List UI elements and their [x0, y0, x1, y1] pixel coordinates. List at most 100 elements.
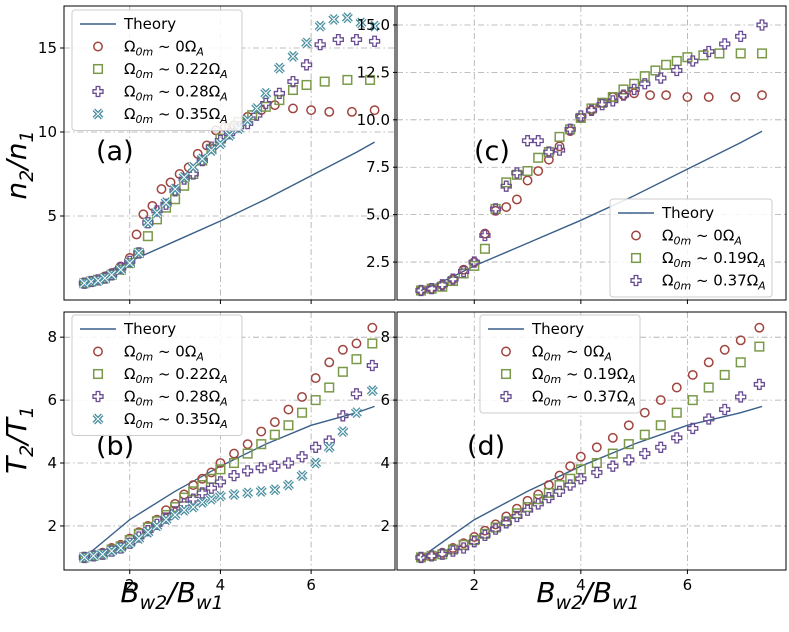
data-point-highlight — [134, 533, 144, 544]
data-point — [301, 79, 312, 91]
theory-line--b- — [83, 405, 375, 558]
panel-label--c-: (c) — [474, 136, 510, 167]
data-point — [319, 76, 330, 87]
legend-label: Ω0m ~ 0.28ΩA — [124, 388, 228, 409]
data-point-highlight — [170, 184, 180, 194]
panel-label--a-: (a) — [96, 136, 134, 167]
series--d--2 — [415, 378, 766, 564]
data-point — [511, 510, 523, 523]
plot-frame--b- — [63, 311, 396, 571]
data-point — [543, 154, 554, 165]
legend-marker-highlight — [93, 414, 103, 424]
data-point — [469, 260, 480, 271]
legend-marker — [631, 230, 641, 241]
data-point — [591, 442, 602, 453]
data-point — [205, 482, 218, 494]
data-point — [682, 92, 693, 102]
data-point — [532, 135, 544, 147]
data-point-highlight — [315, 21, 325, 31]
y-tick-label: 7.5 — [366, 158, 390, 176]
data-point — [719, 38, 731, 50]
data-point — [283, 404, 294, 415]
data-point — [197, 479, 208, 491]
data-point — [468, 256, 480, 268]
data-point-highlight — [338, 427, 348, 437]
legend-label: Ω0m ~ 0ΩA — [532, 343, 612, 364]
data-point-highlight — [152, 208, 162, 218]
data-point — [436, 279, 448, 291]
data-point — [479, 243, 490, 254]
legend-label: Ω0m ~ 0.37ΩA — [532, 388, 636, 409]
x-axis-label-left: Bw2/Bw1 — [120, 576, 223, 614]
data-point-highlight — [243, 488, 253, 498]
legend-marker — [501, 346, 511, 357]
legend-label: Ω0m ~ 0.22ΩA — [124, 365, 228, 386]
data-point — [288, 103, 298, 114]
data-point — [214, 476, 227, 488]
data-point — [500, 180, 512, 192]
data-point-highlight — [367, 386, 377, 396]
data-point — [346, 106, 357, 117]
data-point-highlight — [261, 88, 271, 98]
data-point-highlight — [79, 278, 89, 288]
data-point — [629, 88, 640, 99]
legend-label: Ω0m ~ 0.19ΩA — [662, 249, 766, 270]
data-point — [133, 247, 144, 259]
data-point-highlight — [188, 162, 198, 172]
data-point — [269, 460, 281, 472]
data-point — [661, 59, 672, 70]
data-point — [735, 391, 747, 403]
data-point — [719, 403, 731, 416]
data-point — [337, 366, 348, 377]
data-point-highlight — [215, 139, 225, 149]
data-point — [575, 110, 587, 122]
y-tick-label: 15 — [38, 39, 57, 57]
data-point — [623, 420, 634, 431]
data-point-highlight — [100, 273, 110, 283]
data-point-highlight — [288, 51, 298, 61]
data-point — [554, 141, 565, 152]
data-point — [228, 469, 240, 482]
data-point — [565, 124, 576, 135]
data-point — [735, 357, 746, 368]
data-point — [533, 152, 544, 163]
legend-label: Theory — [531, 320, 584, 338]
data-point — [756, 48, 768, 59]
data-point — [500, 517, 512, 529]
data-point — [350, 388, 363, 400]
data-point — [351, 338, 362, 349]
data-point — [196, 487, 208, 499]
legend-box — [609, 198, 773, 298]
data-point — [754, 322, 765, 333]
data-point — [511, 167, 523, 179]
legend-marker — [500, 368, 512, 380]
data-point — [756, 19, 768, 31]
data-point — [655, 441, 667, 453]
data-point — [511, 508, 522, 519]
data-point — [287, 84, 299, 96]
data-point-highlight — [274, 63, 284, 73]
data-point — [260, 97, 272, 110]
data-point — [703, 357, 714, 368]
data-point — [425, 282, 438, 295]
legend-marker — [500, 390, 512, 403]
legend-box — [71, 9, 243, 131]
data-point — [314, 38, 326, 51]
data-point — [138, 209, 149, 220]
data-point — [367, 322, 378, 333]
data-point — [415, 284, 427, 297]
data-point — [241, 465, 254, 477]
data-point — [719, 369, 730, 380]
data-point — [522, 165, 533, 177]
data-point — [479, 229, 491, 242]
data-point — [565, 461, 576, 472]
data-point — [215, 458, 226, 468]
data-point — [671, 382, 682, 393]
data-point — [282, 457, 295, 469]
data-point-highlight — [134, 248, 144, 258]
series--b--3 — [78, 385, 378, 563]
